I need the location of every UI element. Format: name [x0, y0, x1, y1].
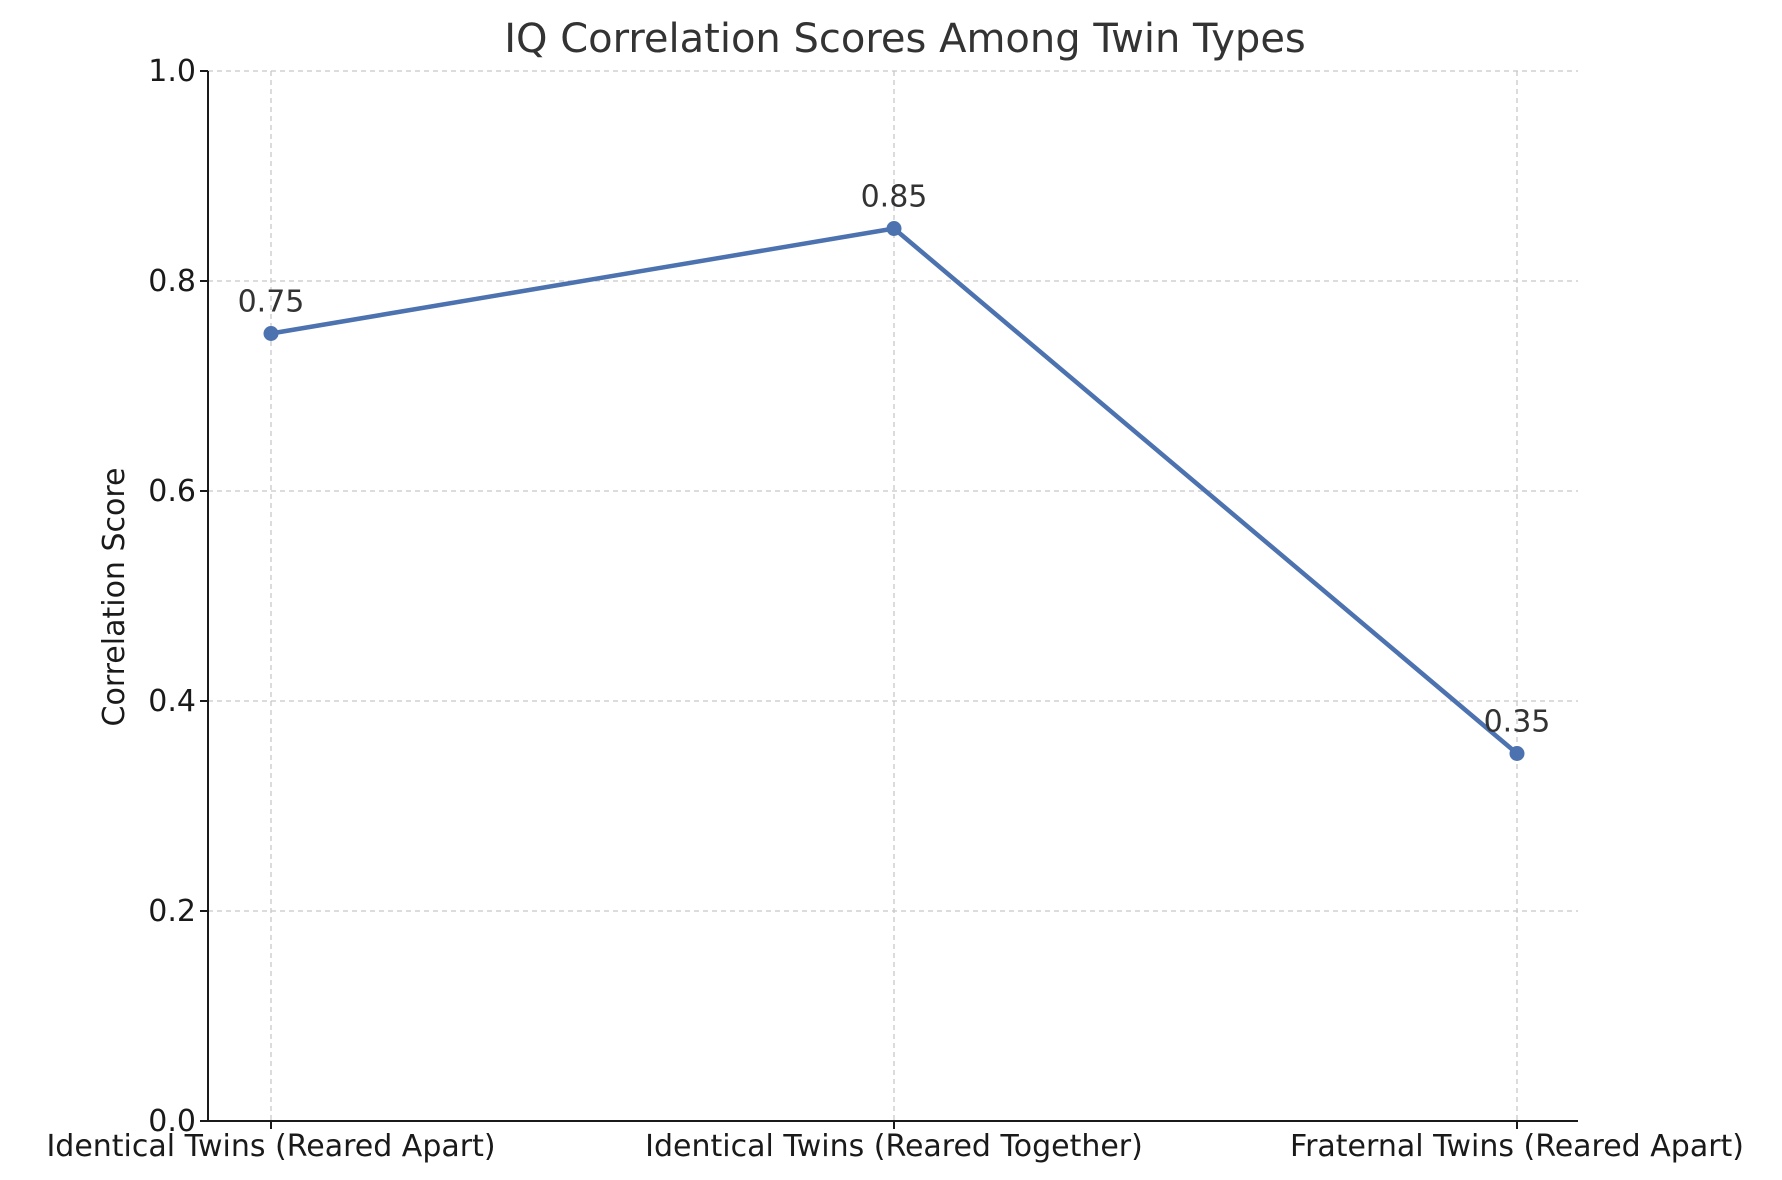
y-tick-label: 0.0 — [148, 1104, 196, 1139]
axes: 0.0 0.2 0.4 0.6 0.8 1.0 Identical Twins (Reare… — [46, 54, 1744, 1164]
y-axis-label: Correlation Score — [97, 468, 132, 727]
x-tick-label: Identical Twins (Reared Apart) — [46, 1129, 495, 1164]
y-tick-label: 0.2 — [148, 894, 196, 929]
data-label: 0.75 — [238, 285, 305, 320]
x-tick-label: Identical Twins (Reared Together) — [645, 1129, 1143, 1164]
chart-title: IQ Correlation Scores Among Twin Types — [504, 16, 1306, 62]
data-labels: 0.75 0.85 0.35 — [238, 180, 1551, 740]
series-layer — [263, 221, 1525, 761]
data-point — [263, 326, 279, 341]
y-tick-label: 0.6 — [148, 474, 196, 509]
y-tick-label: 0.4 — [148, 684, 196, 719]
x-tick-label: Fraternal Twins (Reared Apart) — [1290, 1129, 1744, 1164]
y-tick-label: 1.0 — [148, 54, 196, 89]
gridlines — [208, 70, 1578, 1122]
data-point — [886, 221, 902, 236]
data-label: 0.35 — [1484, 705, 1551, 740]
data-label: 0.85 — [861, 180, 928, 215]
data-point — [1509, 746, 1525, 761]
y-tick-label: 0.8 — [148, 264, 196, 299]
